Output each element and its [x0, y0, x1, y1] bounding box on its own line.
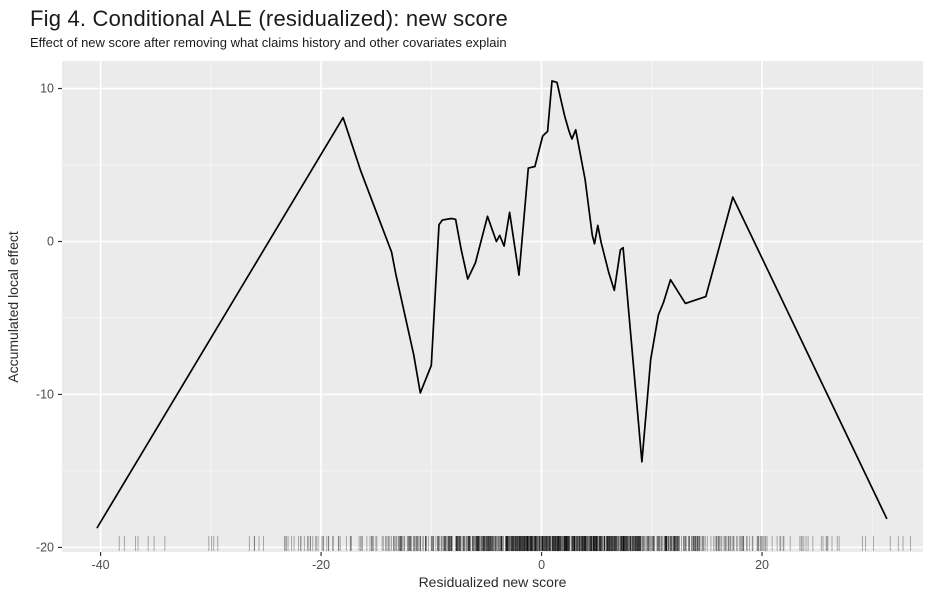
chart-subtitle: Effect of new score after removing what …: [30, 35, 507, 50]
x-tick-label: 20: [755, 558, 769, 572]
x-tick-label: -20: [312, 558, 330, 572]
y-tick-label: -10: [36, 387, 54, 401]
x-tick-label: -40: [92, 558, 110, 572]
plot-panel: [62, 61, 923, 552]
x-axis-title: Residualized new score: [418, 574, 567, 590]
y-axis-title: Accumulated local effect: [5, 231, 21, 383]
y-tick-label: 0: [47, 234, 54, 248]
chart-title: Fig 4. Conditional ALE (residualized): n…: [30, 6, 508, 31]
y-tick-label: -20: [36, 540, 54, 554]
x-tick-label: 0: [538, 558, 545, 572]
y-tick-label: 10: [40, 82, 54, 96]
ale-line: [96, 80, 888, 529]
